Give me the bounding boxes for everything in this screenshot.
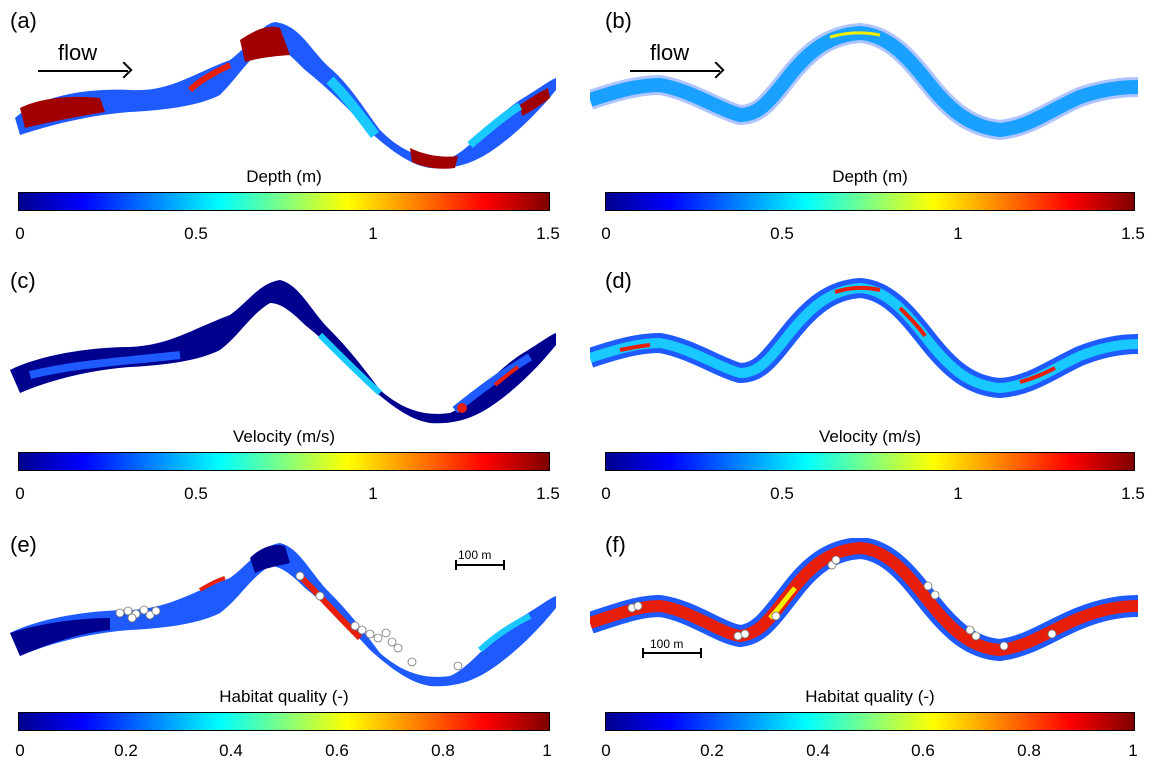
cb-title-a: Depth (m) [246, 167, 322, 186]
tick-f-0: 0 [601, 741, 611, 760]
flow-arrow-b [630, 70, 720, 72]
cb-title-c: Velocity (m/s) [232, 427, 336, 446]
colorbar-e [18, 712, 550, 731]
cb-title-b: Depth (m) [832, 167, 908, 186]
scale-label-e: 100 m [458, 548, 492, 562]
tick-d-3: 1.5 [1121, 484, 1145, 503]
tick-b-2: 1 [953, 224, 963, 243]
colorbar-c [18, 452, 550, 471]
tick-d-1: 0.5 [770, 484, 794, 503]
tick-b-3: 1.5 [1121, 224, 1145, 243]
depth-map-left [15, 22, 556, 169]
tick-f-2: 0.4 [806, 741, 830, 760]
panel-c-label: (c) [10, 268, 36, 293]
panel-b-label: (b) [605, 8, 632, 33]
flow-label-a: flow [58, 40, 98, 65]
tick-c-2: 1 [368, 484, 378, 503]
colorbar-a [18, 192, 550, 211]
habitat-map-left [10, 543, 556, 687]
tick-f-3: 0.6 [911, 741, 935, 760]
tick-e-2: 0.4 [219, 741, 243, 760]
velocity-map-right [590, 278, 1139, 399]
tick-c-0: 0 [15, 484, 25, 503]
flow-arrow-a [38, 70, 128, 72]
flow-label-b: flow [650, 40, 690, 65]
panel-f-label: (f) [605, 532, 626, 557]
tick-e-0: 0 [15, 741, 25, 760]
panel-a-label: (a) [10, 8, 37, 33]
tick-a-2: 1 [368, 224, 378, 243]
scale-bar-f [642, 648, 702, 658]
tick-f-5: 1 [1128, 741, 1138, 760]
colorbar-b [605, 192, 1135, 211]
colorbar-d [605, 452, 1135, 471]
tick-a-0: 0 [15, 224, 25, 243]
velocity-map-left [10, 280, 556, 424]
scale-label-f: 100 m [650, 637, 684, 651]
cb-title-d: Velocity (m/s) [818, 427, 922, 446]
cb-title-e: Habitat quality (-) [219, 687, 349, 706]
tick-e-3: 0.6 [325, 741, 349, 760]
tick-c-3: 1.5 [536, 484, 560, 503]
tick-f-4: 0.8 [1017, 741, 1041, 760]
tick-d-0: 0 [601, 484, 611, 503]
tick-e-4: 0.8 [431, 741, 455, 760]
tick-a-1: 0.5 [184, 224, 208, 243]
tick-a-3: 1.5 [536, 224, 560, 243]
colorbar-f [605, 712, 1135, 731]
tick-e-1: 0.2 [114, 741, 138, 760]
tick-c-1: 0.5 [184, 484, 208, 503]
tick-d-2: 1 [953, 484, 963, 503]
habitat-map-right [590, 538, 1139, 662]
depth-map-right [590, 22, 1139, 141]
tick-b-1: 0.5 [770, 224, 794, 243]
tick-e-5: 1 [542, 741, 552, 760]
tick-f-1: 0.2 [700, 741, 724, 760]
tick-b-0: 0 [601, 224, 611, 243]
scale-bar-e [455, 560, 505, 570]
panel-e-label: (e) [10, 532, 37, 557]
cb-title-f: Habitat quality (-) [805, 687, 935, 706]
panel-d-label: (d) [605, 268, 632, 293]
